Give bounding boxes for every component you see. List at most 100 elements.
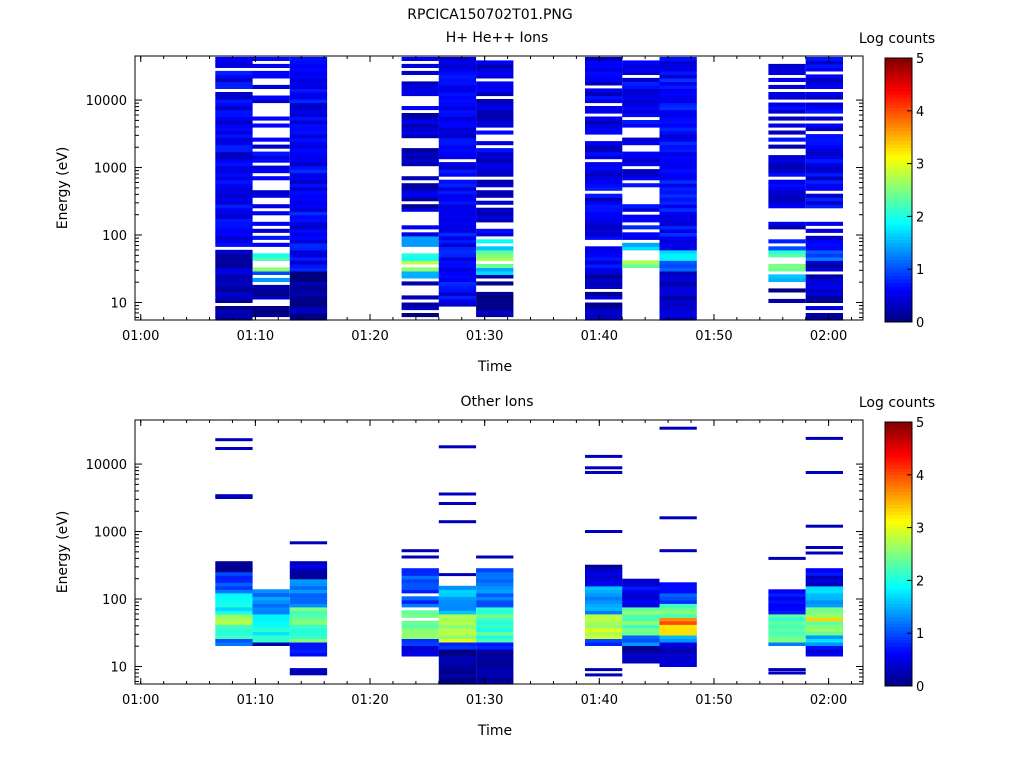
energy-bin [585, 56, 623, 61]
scan-column [622, 578, 660, 664]
energy-bin [438, 648, 477, 653]
colorbar-frame [884, 421, 913, 687]
energy-bin [659, 648, 697, 653]
energy-bin [252, 99, 290, 104]
scan-column [401, 549, 439, 657]
energy-bin [659, 218, 697, 223]
energy-bin [659, 306, 697, 311]
energy-bin [401, 295, 439, 300]
energy-bin [585, 631, 623, 636]
energy-bin [438, 165, 477, 170]
energy-bin [401, 183, 439, 188]
energy-bin [659, 631, 697, 636]
energy-bin [805, 60, 843, 65]
colorbar: 0 1 2 3 4 5 [884, 416, 924, 695]
energy-bin [289, 267, 328, 272]
energy-bin [768, 638, 806, 643]
energy-bin [289, 641, 328, 646]
energy-bin [585, 92, 623, 97]
energy-bin [768, 204, 806, 209]
energy-bin [585, 99, 623, 104]
energy-bin [805, 263, 843, 268]
isolated-count [289, 670, 328, 674]
colorbar-swatch [885, 676, 912, 680]
energy-bin [805, 67, 843, 72]
energy-bin [805, 165, 843, 170]
x-tick-label: 02:00 [810, 693, 847, 708]
energy-bin [622, 578, 660, 583]
energy-bin [805, 63, 843, 68]
energy-bin [622, 634, 660, 639]
energy-bin [622, 659, 660, 664]
colorbar-swatch [885, 170, 912, 174]
energy-bin [438, 260, 477, 265]
energy-bin [622, 88, 660, 93]
colorbar-swatch [885, 590, 912, 595]
energy-bin [768, 77, 806, 82]
energy-bin [805, 169, 843, 174]
colorbar-swatch [885, 659, 912, 664]
energy-bin [622, 582, 660, 587]
colorbar-swatch [885, 656, 912, 661]
energy-bin [805, 74, 843, 79]
energy-bin [401, 578, 439, 583]
energy-bin [585, 281, 623, 286]
energy-bin [438, 662, 477, 667]
energy-bin [438, 246, 477, 251]
energy-bin [585, 60, 623, 65]
energy-bin [805, 571, 843, 576]
energy-bin [622, 596, 660, 601]
energy-bin [659, 239, 697, 244]
y-tick-label: 10000 [86, 94, 127, 109]
energy-bin [252, 256, 290, 261]
energy-bin [215, 582, 253, 587]
energy-bin [622, 176, 660, 181]
energy-bin [805, 179, 843, 184]
energy-bin [768, 599, 806, 604]
energy-bin [438, 228, 477, 233]
x-tick-label: 01:00 [122, 693, 159, 708]
energy-bin [438, 148, 477, 153]
energy-bin [215, 99, 253, 104]
scan-column [805, 436, 843, 657]
energy-bin [476, 662, 514, 667]
energy-bin [401, 568, 439, 573]
energy-bin [659, 610, 697, 615]
colorbar-tick-label: 4 [916, 469, 924, 484]
energy-bin [252, 151, 290, 156]
energy-bin [215, 288, 253, 293]
energy-bin [805, 253, 843, 258]
colorbar-swatch [885, 540, 912, 545]
colorbar-swatch [885, 554, 912, 558]
energy-bin [805, 148, 843, 153]
energy-bin [476, 589, 514, 594]
energy-bin [659, 151, 697, 156]
panel-title: Other Ions [460, 394, 533, 410]
energy-bin [622, 225, 660, 230]
colorbar-tick-label: 0 [916, 680, 924, 695]
colorbar-swatch [885, 567, 912, 571]
colorbar-frame [884, 57, 913, 323]
energy-bin [438, 589, 477, 594]
energy-bin [401, 207, 439, 212]
energy-bin [215, 571, 253, 576]
energy-bin [659, 246, 697, 251]
energy-bin [805, 267, 843, 272]
isolated-count [805, 436, 843, 440]
colorbar-swatch [885, 77, 912, 82]
energy-bin [252, 638, 290, 643]
x-axis-label: Time [477, 359, 512, 375]
energy-bin [585, 221, 623, 226]
colorbar-swatch [885, 596, 912, 601]
energy-bin [585, 564, 623, 569]
energy-bin [476, 270, 514, 275]
energy-bin [289, 70, 328, 75]
colorbar-swatch [885, 471, 912, 476]
colorbar-swatch [885, 114, 912, 118]
energy-bin [438, 56, 477, 61]
energy-bin [438, 116, 477, 121]
colorbar-swatch [885, 662, 912, 667]
energy-bin [401, 613, 439, 618]
energy-bin [805, 260, 843, 265]
energy-bin [438, 120, 477, 125]
